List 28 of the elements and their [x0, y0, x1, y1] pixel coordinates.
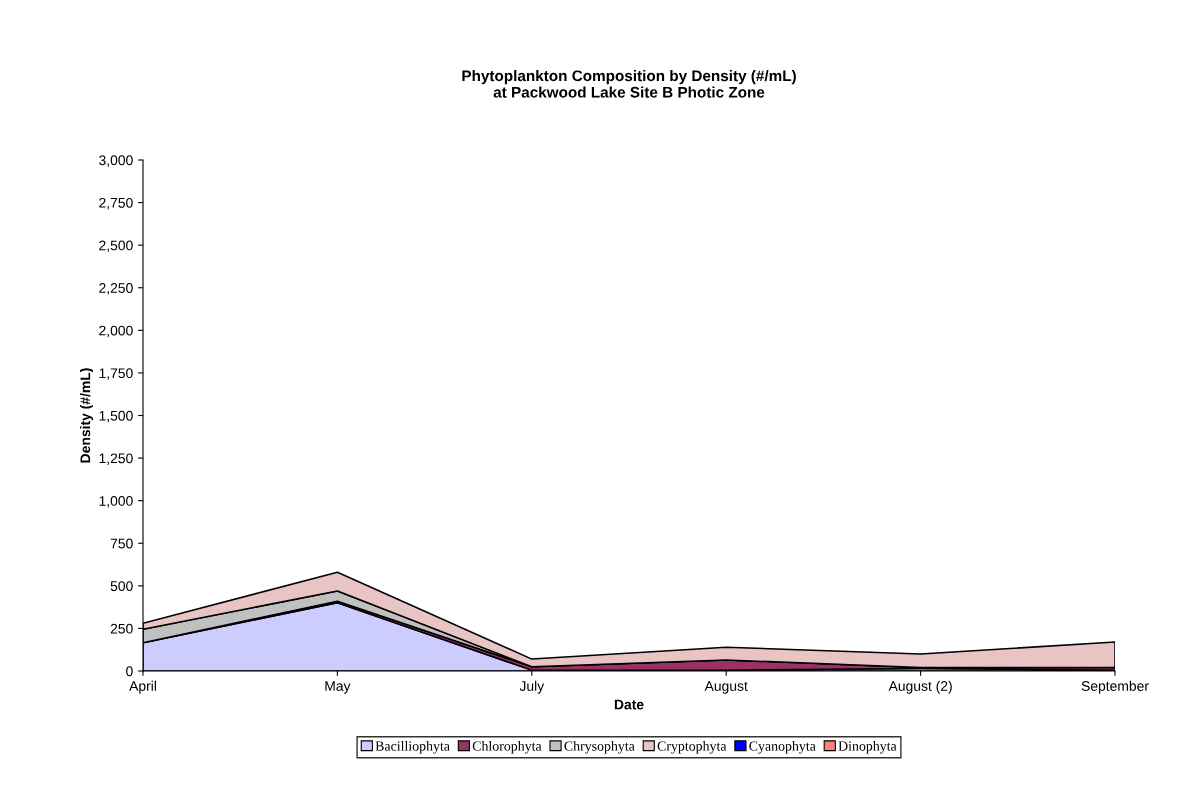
x-tick-label: August: [704, 681, 748, 694]
y-tick-label: 1,000: [99, 496, 133, 508]
y-axis-title: Density (#/mL): [80, 368, 93, 463]
y-tick-label: 500: [110, 581, 133, 591]
x-tick-label: May: [325, 681, 351, 694]
x-tick-label: August (2): [888, 680, 952, 694]
legend-label: Chlorophyta: [472, 740, 542, 754]
y-tick-label: 2,500: [99, 240, 133, 252]
y-tick-label: 2,250: [99, 283, 133, 295]
x-tick-label: April: [129, 680, 156, 694]
legend-label: Cryptophyta: [657, 740, 727, 754]
y-tick-label: 1,500: [99, 410, 133, 423]
chart-title: Phytoplankton Composition by Density (#/mL) at Packwood Lake Site B Photic Zone: [462, 69, 796, 98]
y-tick-label: 2,750: [99, 197, 133, 210]
legend-label: Chrysophyta: [564, 740, 635, 754]
y-tick-label: 0: [126, 666, 133, 677]
y-tick-label: 3,000: [99, 155, 133, 167]
legend-label: Bacilliophyta: [375, 740, 450, 754]
x-tick-label: July: [519, 680, 545, 694]
y-tick-label: 250: [110, 623, 133, 634]
y-tick-label: 1,750: [99, 368, 133, 380]
x-tick-label: September: [1081, 680, 1149, 694]
y-tick-label: 2,000: [99, 325, 133, 338]
legend-label: Cyanophyta: [749, 740, 816, 754]
y-tick-label: 750: [110, 538, 133, 549]
legend-label: Dinophyta: [838, 740, 897, 754]
x-axis-title: Date: [614, 699, 644, 710]
y-tick-label: 1,250: [99, 453, 133, 465]
